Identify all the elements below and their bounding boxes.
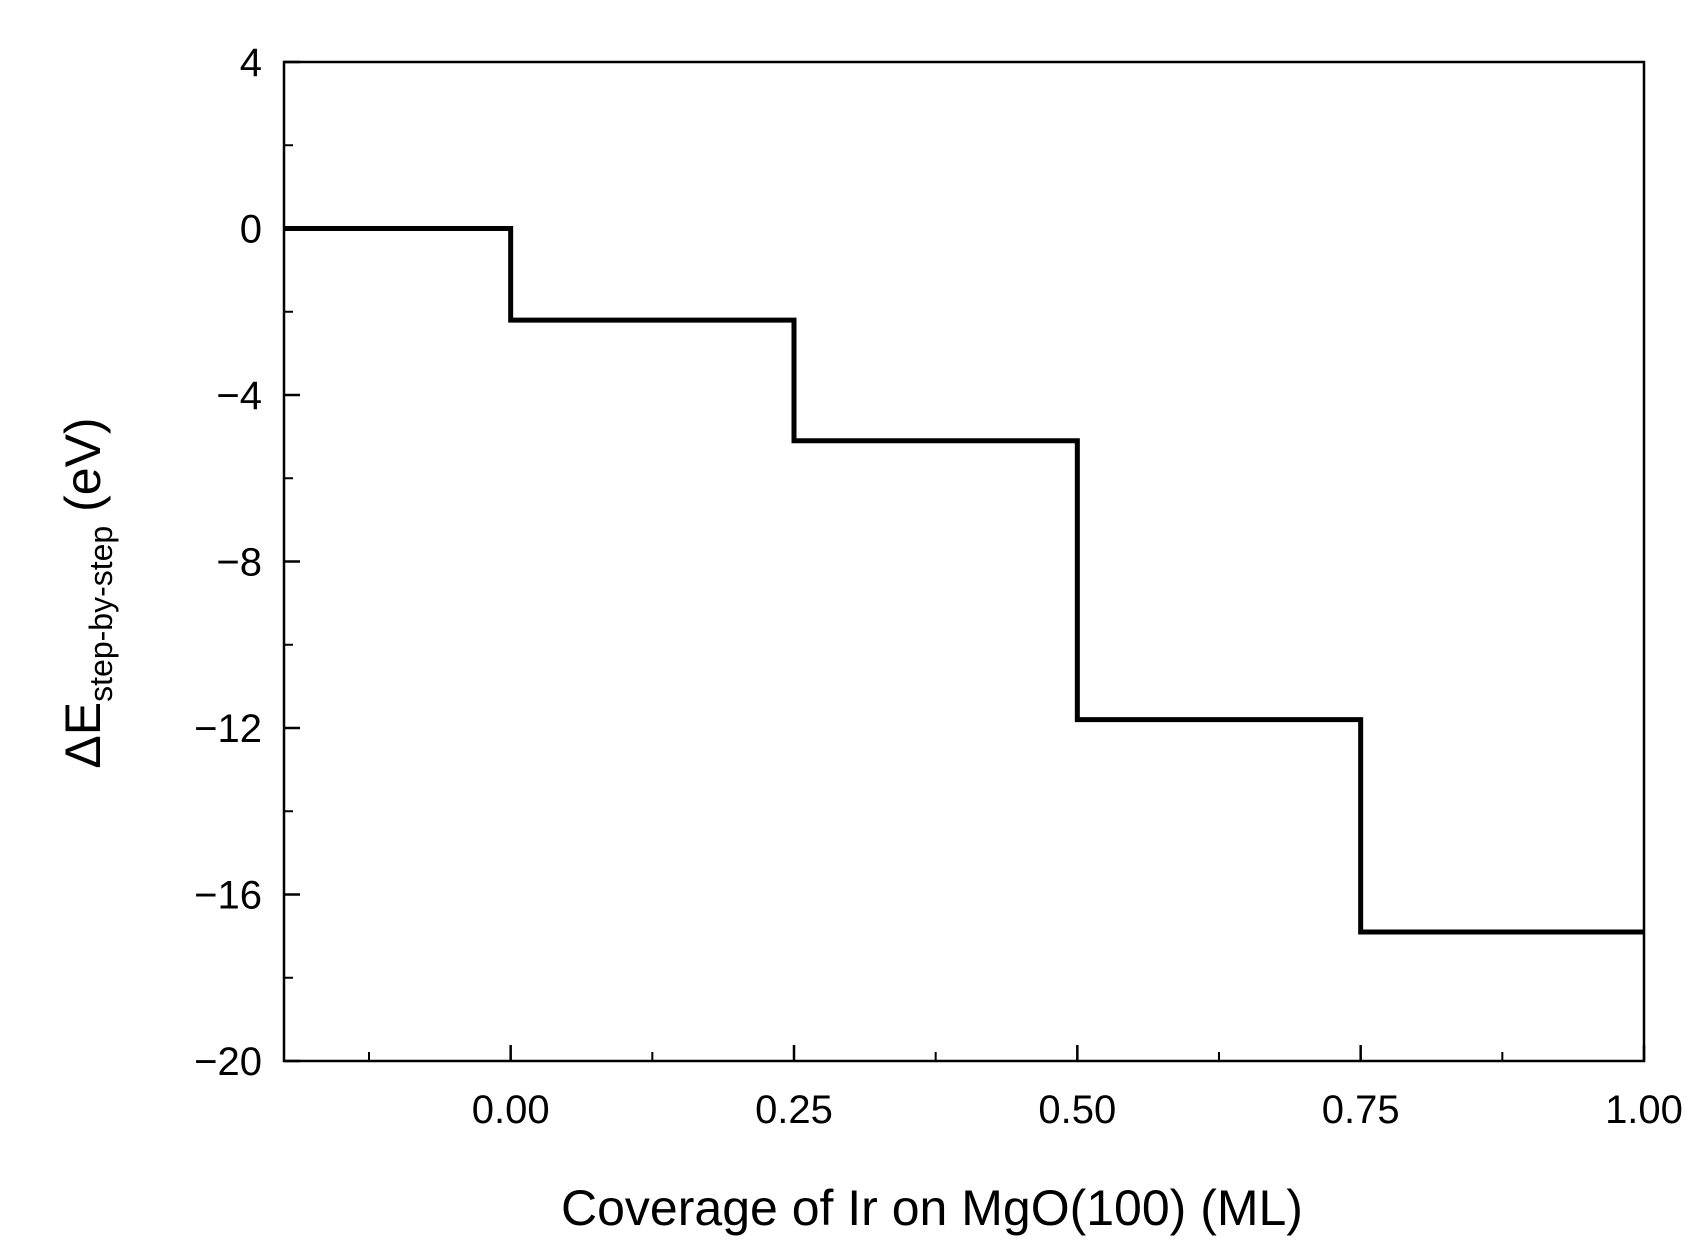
plot-frame (282, 60, 1646, 1063)
x-tick-label: 0.75 (1322, 1088, 1400, 1132)
y-tick-label: 0 (240, 208, 262, 252)
x-tick-label: 0.00 (472, 1088, 550, 1132)
plot-border (282, 60, 1646, 1063)
y-axis-title-suffix: (eV) (55, 417, 111, 525)
y-axis-title-prefix: ΔE (55, 702, 111, 769)
step-series-line (284, 226, 1644, 935)
y-tick-label: −12 (194, 707, 262, 751)
y-axis-title-subscript: step-by-step (83, 526, 119, 702)
x-axis-ticks: 0.00 0.25 0.50 0.75 1.00 (368, 1045, 1683, 1132)
y-tick-label: −8 (216, 541, 262, 585)
y-tick-label: −4 (216, 374, 262, 418)
x-tick-label: 0.50 (1038, 1088, 1116, 1132)
y-tick-label: 4 (240, 41, 262, 85)
series-layer (284, 226, 1644, 935)
x-tick-label: 0.25 (755, 1088, 833, 1132)
x-axis-title: Coverage of Ir on MgO(100) (ML) (561, 1180, 1303, 1236)
y-axis-title: ΔEstep-by-step (eV) (55, 417, 119, 768)
y-tick-label: −20 (194, 1040, 262, 1084)
y-tick-label: −16 (194, 874, 262, 918)
x-tick-label: 1.00 (1605, 1088, 1683, 1132)
y-axis-ticks: 4 0 −4 −8 −12 −16 −20 (194, 41, 300, 1084)
